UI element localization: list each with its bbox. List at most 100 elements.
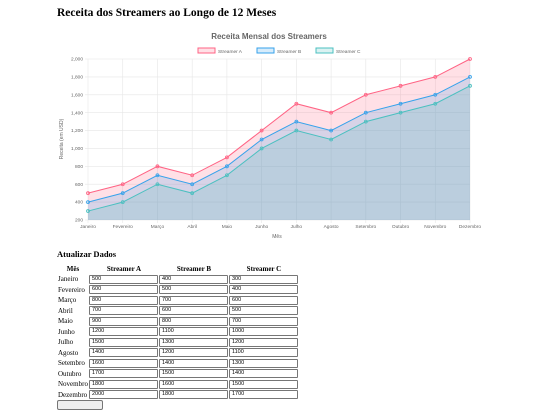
streamer-b-value-input[interactable] [158,327,228,337]
streamer-b-value-input[interactable] [158,295,228,305]
month-column-header: Mês [66,265,80,273]
data-point[interactable] [433,74,438,79]
value-cell [88,327,159,338]
data-point[interactable] [120,200,125,205]
streamer-b-value-input[interactable] [158,369,228,379]
data-point[interactable] [329,110,333,115]
data-point[interactable] [433,101,438,106]
x-tick-label: Abril [187,224,197,230]
data-point[interactable] [190,191,195,196]
value-cell [158,348,229,359]
data-point[interactable] [155,164,160,169]
streamer-b-value-input[interactable] [158,337,228,347]
streamer-a-value-input[interactable] [88,358,158,368]
streamer-a-value-input[interactable] [88,348,158,358]
streamer-c-value-input[interactable] [228,358,298,368]
streamer-a-value-input[interactable] [88,327,158,337]
x-tick-label: Janeiro [80,224,96,230]
update-button[interactable] [57,400,103,410]
streamer-c-value-input[interactable] [228,316,298,326]
data-point[interactable] [468,83,472,88]
month-label: Maio [58,317,73,326]
data-point[interactable] [294,119,299,124]
data-point[interactable] [363,92,368,97]
data-point[interactable] [225,164,229,169]
month-label: Junho [58,327,75,336]
data-point[interactable] [259,137,264,142]
table-row: Agosto [57,348,299,359]
streamer-a-value-input[interactable] [88,369,158,379]
y-tick-label: 200 [75,218,83,224]
streamer-a-value-input[interactable] [88,379,158,389]
legend-label[interactable]: Streamer A [218,49,243,55]
data-point[interactable] [398,110,403,115]
x-axis-ticks: Janeiro Fevereiro Março Abril Maio Junho Julho… [80,224,481,230]
streamer-b-value-input[interactable] [158,285,228,295]
streamer-a-value-input[interactable] [88,337,158,347]
y-axis-ticks: 200 400 600 800 1,000 1,200 1,400 1,600 1,800 2,0… [71,57,83,224]
streamer-b-value-input[interactable] [158,379,228,389]
legend-label[interactable]: Streamer B [277,49,301,55]
data-point[interactable] [259,146,264,151]
data-point[interactable] [259,128,264,133]
data-point[interactable] [120,182,125,187]
streamer-b-value-input[interactable] [158,274,228,284]
value-cell [158,337,229,348]
data-point[interactable] [433,92,438,97]
value-cell [158,358,229,369]
data-point[interactable] [190,182,195,187]
streamer-c-value-input[interactable] [228,348,298,358]
data-point[interactable] [86,191,90,196]
data-point[interactable] [294,128,299,133]
data-point[interactable] [225,173,229,178]
data-point[interactable] [294,101,299,106]
streamer-c-value-input[interactable] [228,390,298,400]
data-point[interactable] [225,155,229,160]
streamer-a-value-input[interactable] [88,295,158,305]
streamer-b-value-input[interactable] [158,316,228,326]
value-cell [158,316,229,327]
streamer-c-value-input[interactable] [228,274,298,284]
data-point[interactable] [86,200,90,205]
value-cell [88,348,159,359]
streamer-b-value-input[interactable] [158,390,228,400]
data-point[interactable] [120,191,125,196]
data-point[interactable] [155,173,160,178]
data-point[interactable] [398,101,403,106]
legend-swatch[interactable] [197,47,216,54]
streamer-b-value-input[interactable] [158,358,228,368]
data-point[interactable] [329,128,333,133]
streamer-c-value-input[interactable] [228,327,298,337]
streamer-a-value-input[interactable] [88,274,158,284]
data-point[interactable] [363,119,368,124]
value-cell [88,306,159,317]
data-point[interactable] [190,173,195,178]
data-point[interactable] [155,182,160,187]
streamer-a-value-input[interactable] [88,390,158,400]
data-point[interactable] [468,74,472,79]
data-point[interactable] [468,57,472,61]
streamer-a-value-input[interactable] [88,316,158,326]
streamer-c-value-input[interactable] [228,295,298,305]
data-point[interactable] [398,83,403,88]
table-row: Junho [57,327,299,338]
streamer-b-value-input[interactable] [158,306,228,316]
streamer-b-value-input[interactable] [158,348,228,358]
streamer-a-value-input[interactable] [88,285,158,295]
data-point[interactable] [329,137,333,142]
data-point[interactable] [86,209,90,213]
data-point[interactable] [363,110,368,115]
streamer-c-value-input[interactable] [228,337,298,347]
streamer-c-value-input[interactable] [228,369,298,379]
series-area [88,76,470,220]
legend-label[interactable]: Streamer C [336,49,361,55]
legend-swatch[interactable] [315,47,334,54]
value-cell [88,295,159,306]
streamer-c-value-input[interactable] [228,306,298,316]
x-tick-label: Outubro [392,224,410,230]
table-row: Julho [57,337,299,348]
streamer-a-value-input[interactable] [88,306,158,316]
legend-swatch[interactable] [256,47,275,54]
streamer-c-value-input[interactable] [228,379,298,389]
streamer-c-value-input[interactable] [228,285,298,295]
